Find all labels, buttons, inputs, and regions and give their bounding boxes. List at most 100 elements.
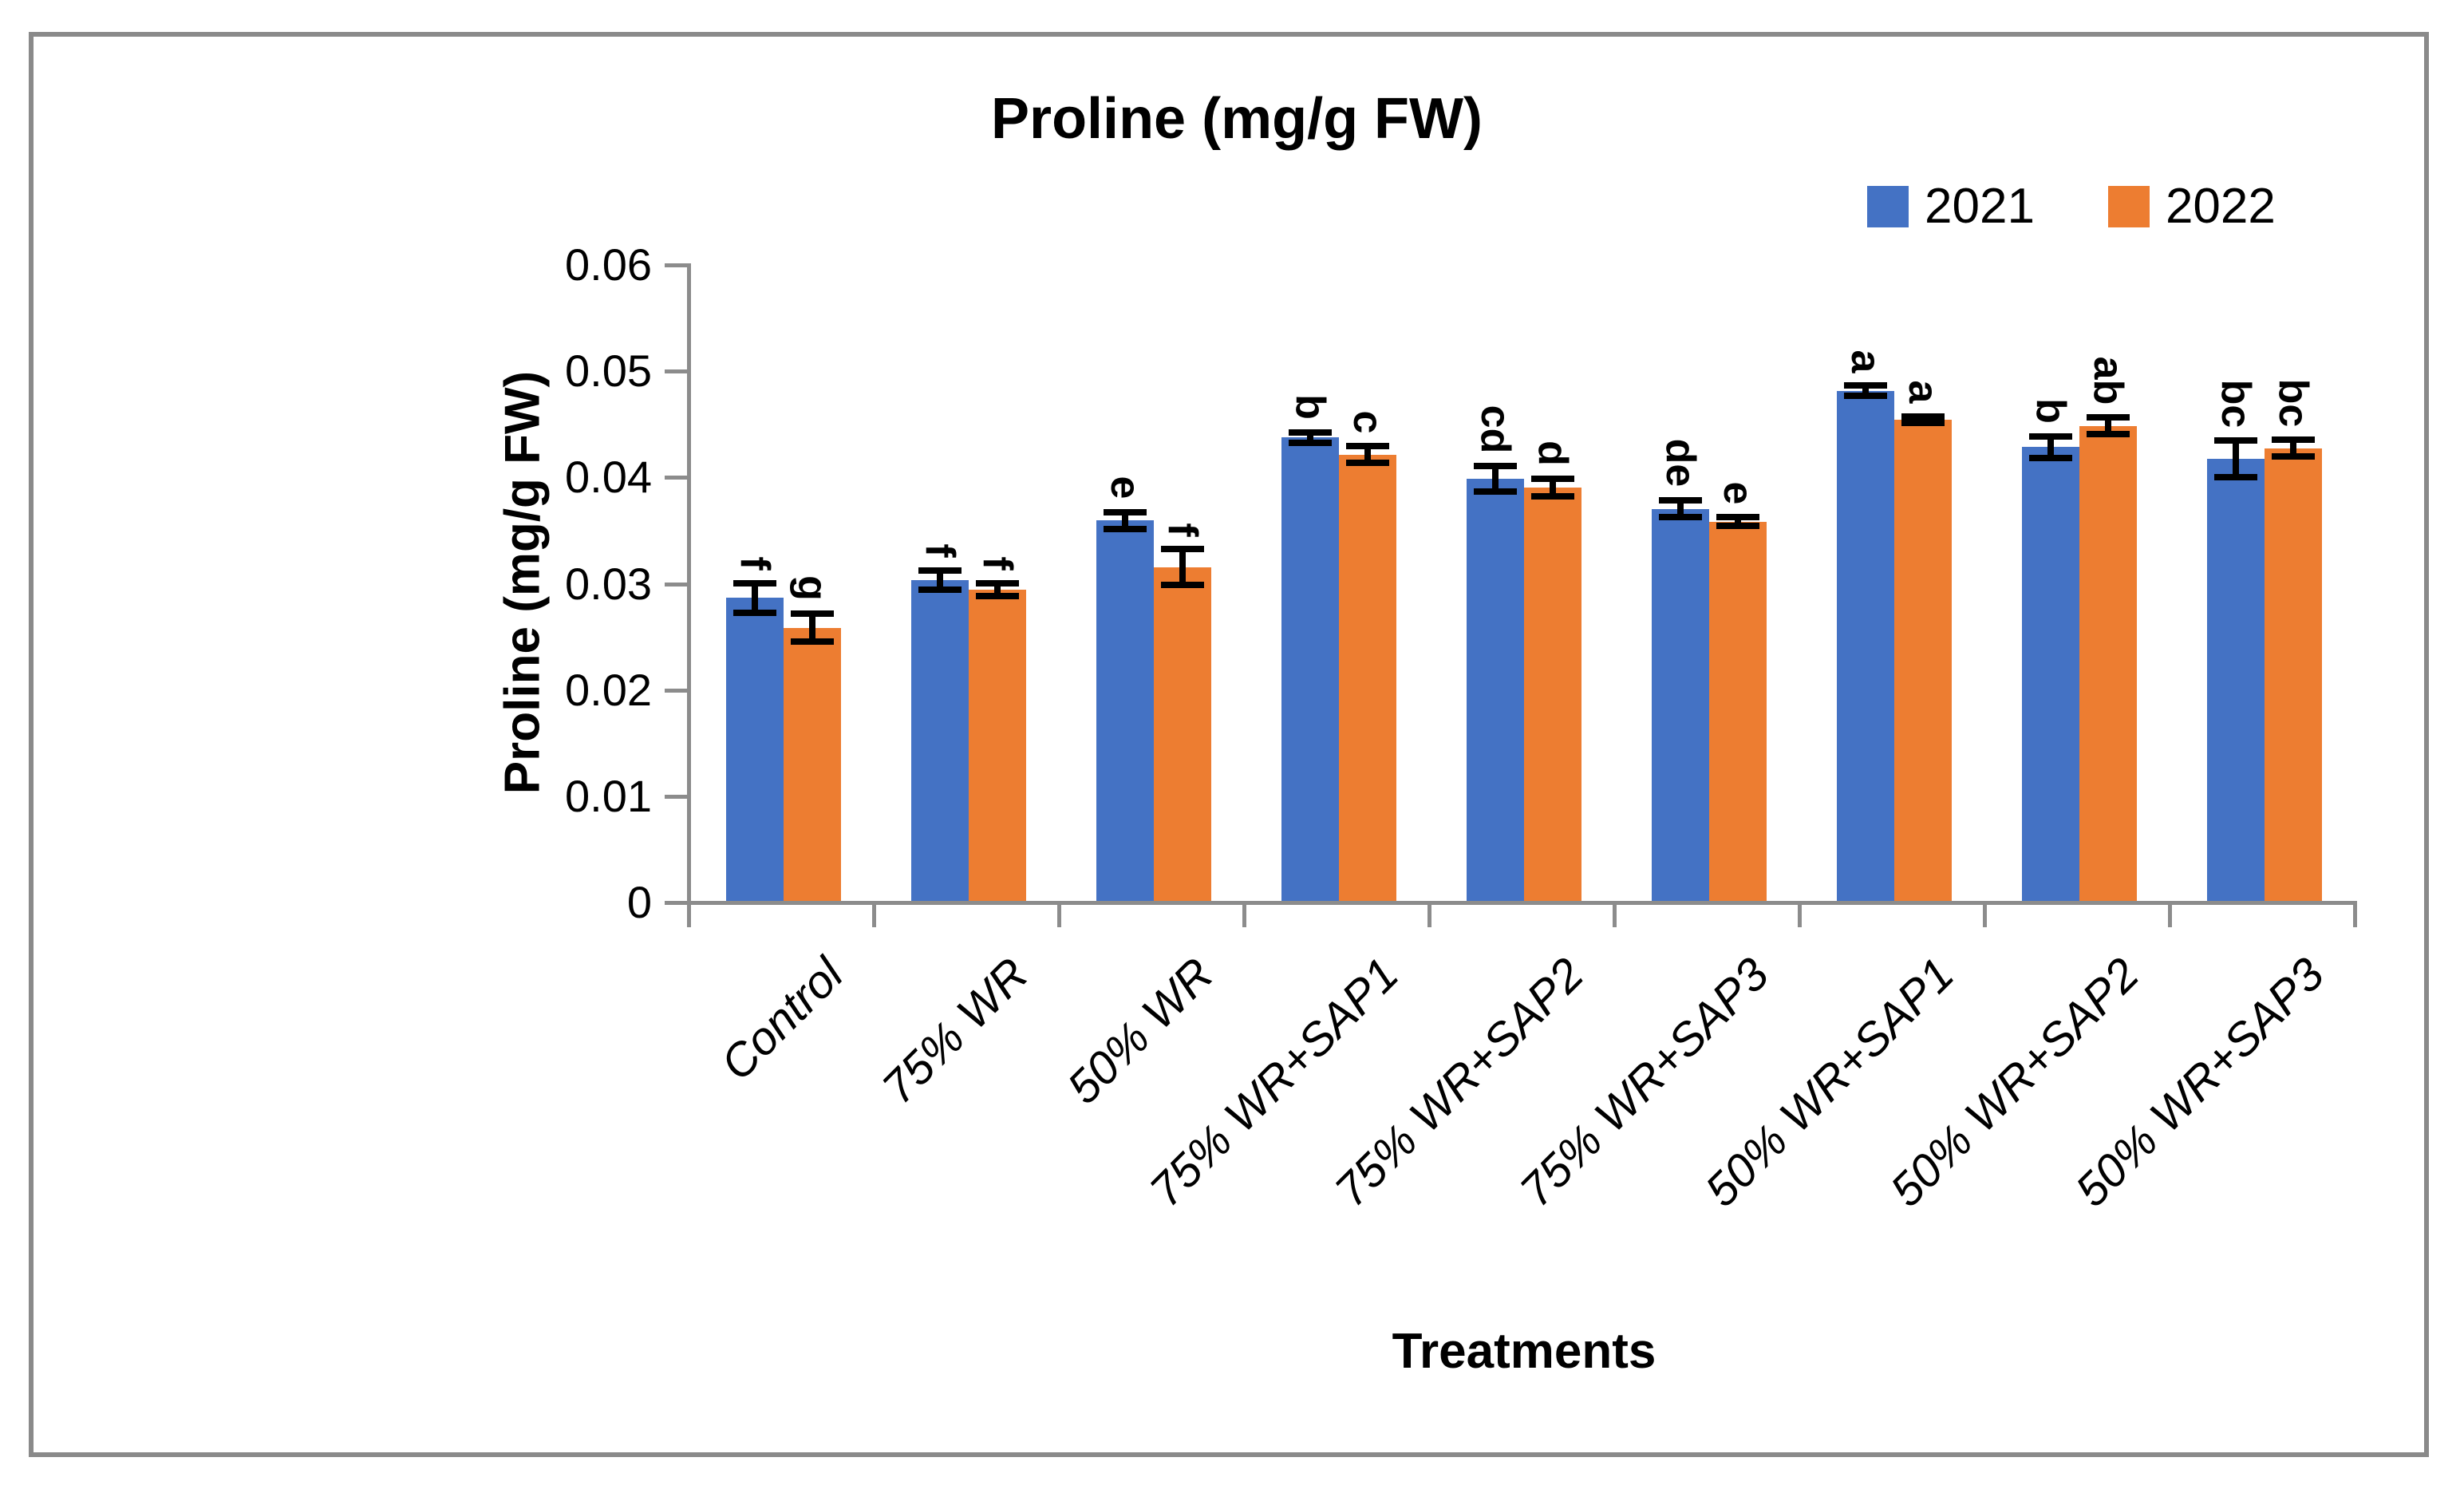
x-tick xyxy=(2353,905,2357,927)
bar-2022-2 xyxy=(969,589,1026,901)
significance-letter: bc xyxy=(2213,379,2259,429)
bar-2022-5 xyxy=(1524,487,1581,901)
error-bar-cap-top xyxy=(1531,476,1574,483)
error-bar-cap-top xyxy=(2214,437,2257,444)
error-bar-line xyxy=(1677,500,1684,518)
bar-2021-6 xyxy=(1652,508,1709,901)
significance-letter: e xyxy=(1715,481,1761,505)
y-tick-label: 0 xyxy=(626,877,652,927)
error-bar-cap-top xyxy=(1289,429,1332,436)
y-tick xyxy=(665,901,687,905)
bar-2021-7 xyxy=(1837,390,1894,901)
error-bar-line xyxy=(1550,479,1556,496)
x-tick xyxy=(687,905,691,927)
error-bar-line xyxy=(2233,440,2239,477)
y-tick-label: 0.02 xyxy=(565,664,652,715)
chart-title: Proline (mg/g FW) xyxy=(991,87,1483,151)
error-bar-cap-top xyxy=(1474,463,1517,470)
error-bar-cap-top xyxy=(918,567,962,574)
y-tick xyxy=(665,369,687,374)
error-bar-cap-bottom xyxy=(1161,582,1204,589)
significance-letter: a xyxy=(1900,380,1946,404)
bar-2021-5 xyxy=(1467,479,1524,901)
error-bar-cap-bottom xyxy=(2214,473,2257,480)
error-bar-cap-bottom xyxy=(2272,453,2315,460)
error-bar-cap-top xyxy=(1104,508,1147,515)
error-bar-line xyxy=(809,614,815,642)
error-bar-cap-bottom xyxy=(791,638,834,646)
error-bar-cap-bottom xyxy=(1346,460,1389,467)
x-tick xyxy=(872,905,876,927)
bar-2021-2 xyxy=(911,579,969,901)
bar-2022-8 xyxy=(2079,425,2137,901)
error-bar-cap-bottom xyxy=(1474,488,1517,496)
x-tick xyxy=(1613,905,1617,927)
x-axis-line xyxy=(687,901,2357,905)
significance-letter: e xyxy=(1102,476,1148,500)
error-bar-cap-top xyxy=(1161,546,1204,553)
significance-letter: f xyxy=(917,543,963,559)
x-tick xyxy=(1427,905,1431,927)
bar-2022-9 xyxy=(2265,448,2322,901)
significance-letter: b xyxy=(1287,393,1333,420)
error-bar-cap-bottom xyxy=(1659,514,1702,521)
x-tick xyxy=(1242,905,1246,927)
error-bar-cap-bottom xyxy=(1104,525,1147,532)
x-tick xyxy=(1983,905,1987,927)
significance-letter: f xyxy=(1159,523,1206,537)
significance-letter: cd xyxy=(1472,405,1518,454)
bar-2021-9 xyxy=(2207,459,2265,901)
significance-letter: de xyxy=(1657,439,1704,488)
error-bar-line xyxy=(2047,436,2054,458)
error-bar-line xyxy=(1179,549,1186,586)
category-label: 50% WR xyxy=(1057,948,1224,1114)
error-bar-cap-top xyxy=(976,579,1019,587)
error-bar-cap-top xyxy=(1659,496,1702,504)
y-tick-label: 0.01 xyxy=(565,770,652,821)
y-tick xyxy=(665,582,687,587)
significance-letter: bc xyxy=(2270,378,2316,427)
y-tick xyxy=(665,476,687,480)
error-bar-cap-bottom xyxy=(2029,454,2072,461)
x-tick xyxy=(2168,905,2172,927)
error-bar-cap-bottom xyxy=(1531,492,1574,500)
error-bar-cap-top xyxy=(2029,433,2072,440)
error-bar-line xyxy=(2290,440,2296,457)
y-tick xyxy=(665,263,687,267)
significance-letter: f xyxy=(732,556,778,571)
error-bar-line xyxy=(1307,432,1313,444)
y-tick-label: 0.03 xyxy=(565,558,652,609)
y-tick xyxy=(665,688,687,693)
legend-item-2021: 2021 xyxy=(1867,182,2035,231)
error-bar-line xyxy=(1862,385,1869,397)
bar-2021-3 xyxy=(1096,520,1154,901)
y-tick-label: 0.04 xyxy=(565,452,652,503)
y-tick xyxy=(665,794,687,799)
significance-letter: ab xyxy=(2085,356,2131,405)
error-bar-line xyxy=(994,583,1001,596)
legend-swatch-2022 xyxy=(2107,186,2150,227)
error-bar-line xyxy=(1735,517,1741,526)
significance-letter: b xyxy=(2028,398,2074,424)
significance-letter: c xyxy=(1345,410,1391,433)
error-bar-cap-top xyxy=(1844,382,1887,389)
bar-2021-8 xyxy=(2022,447,2079,901)
y-tick-label: 0.06 xyxy=(565,239,652,290)
y-axis-line xyxy=(687,263,691,905)
category-label: Control xyxy=(710,948,854,1091)
bar-2022-1 xyxy=(784,627,841,901)
legend-label-2021: 2021 xyxy=(1925,179,2035,234)
error-bar-cap-bottom xyxy=(1844,393,1887,400)
error-bar-line xyxy=(1364,446,1371,464)
significance-letter: g xyxy=(789,575,835,602)
y-tick-label: 0.05 xyxy=(565,346,652,397)
x-axis-title: Treatments xyxy=(1392,1324,1656,1379)
error-bar-cap-top xyxy=(791,610,834,618)
error-bar-cap-top xyxy=(2087,414,2130,421)
x-tick xyxy=(1798,905,1802,927)
error-bar-line xyxy=(1492,466,1499,492)
error-bar-cap-bottom xyxy=(918,586,962,593)
error-bar-cap-top xyxy=(733,579,776,587)
error-bar-cap-bottom xyxy=(1901,419,1945,426)
legend-swatch-2021 xyxy=(1867,186,1909,227)
